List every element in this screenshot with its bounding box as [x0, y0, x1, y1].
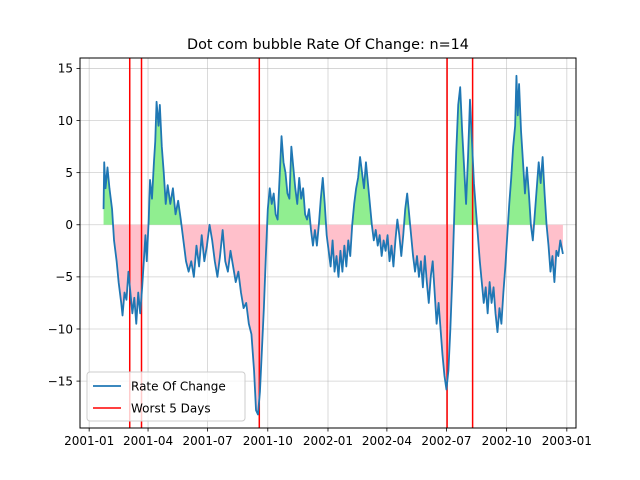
positive-area-fill [267, 136, 311, 225]
y-tick-label: 5 [65, 166, 73, 180]
x-tick-label: 2003-01 [542, 434, 592, 448]
y-tick-label: −10 [48, 322, 73, 336]
positive-area-fill [507, 75, 531, 225]
positive-area-fill [318, 177, 327, 225]
y-tick-label: −5 [55, 270, 73, 284]
x-axis-ticks: 2001-01 2001-04 2001-07 2001-10 2002-01 2002-… [64, 428, 592, 448]
y-tick-label: 10 [58, 114, 73, 128]
grid-lines [80, 58, 576, 428]
legend-label-rate-of-change: Rate Of Change [131, 380, 226, 394]
y-axis-ticks: −15 −10 −5 0 5 10 15 [48, 62, 80, 388]
x-tick-label: 2001-07 [183, 434, 233, 448]
negative-area-fill [209, 224, 268, 415]
negative-area-fill [410, 224, 454, 390]
x-tick-label: 2001-04 [123, 434, 173, 448]
legend: Rate Of Change Worst 5 Days [86, 371, 246, 422]
series-lines [102, 74, 564, 416]
legend-label-worst-days: Worst 5 Days [131, 402, 211, 416]
negative-area-fill [371, 224, 397, 267]
worst-days-lines [128, 58, 474, 428]
x-tick-label: 2002-10 [482, 434, 532, 448]
negative-area-fill [477, 224, 508, 333]
rate-of-change-line [102, 74, 564, 416]
y-tick-label: 0 [65, 218, 73, 232]
x-tick-label: 2002-04 [362, 434, 412, 448]
x-tick-label: 2002-01 [303, 434, 353, 448]
x-tick-label: 2002-07 [421, 434, 471, 448]
positive-area-fill [453, 87, 478, 225]
negative-area-fill [326, 224, 353, 277]
legend-box [86, 371, 246, 422]
x-tick-label: 2001-10 [243, 434, 293, 448]
y-tick-label: −15 [48, 374, 73, 388]
positive-area-fill [103, 162, 114, 225]
y-tick-label: 15 [58, 62, 73, 76]
chart-title: Dot com bubble Rate Of Change: n=14 [187, 37, 469, 53]
x-tick-label: 2001-01 [64, 434, 114, 448]
